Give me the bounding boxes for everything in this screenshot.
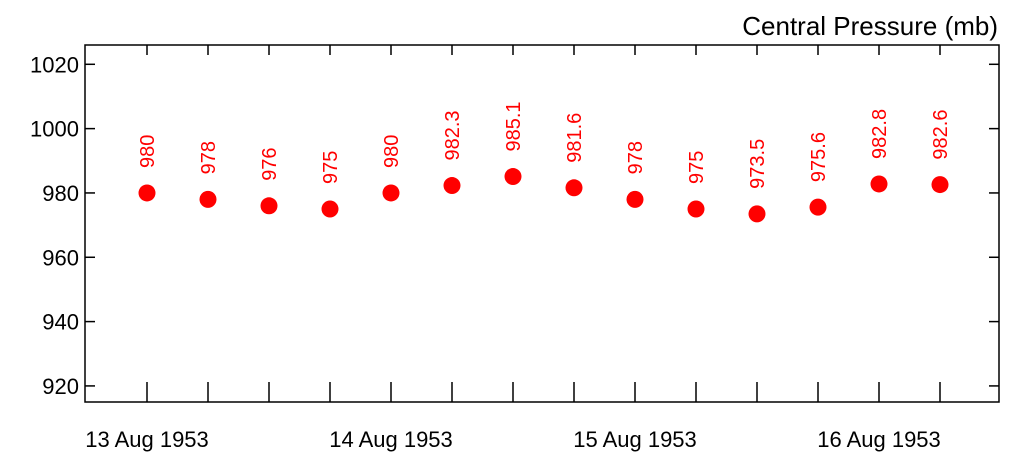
data-point	[199, 190, 217, 208]
y-tick-label: 960	[42, 245, 79, 270]
y-tick-label: 1000	[30, 117, 79, 142]
y-tick-label: 940	[42, 310, 79, 335]
data-label: 975	[320, 151, 342, 184]
data-point	[931, 176, 949, 194]
data-label: 978	[198, 141, 220, 174]
data-point	[626, 190, 644, 208]
x-tick-label: 14 Aug 1953	[329, 427, 453, 452]
data-label: 981.6	[564, 113, 586, 163]
data-label: 980	[137, 135, 159, 168]
data-label: 982.3	[442, 110, 464, 160]
plot-frame	[84, 44, 1000, 403]
data-points	[138, 168, 949, 223]
data-label: 976	[259, 147, 281, 180]
data-point	[138, 184, 156, 202]
data-point	[809, 198, 827, 216]
data-label: 982.6	[930, 110, 952, 160]
data-label: 978	[625, 141, 647, 174]
data-point	[687, 200, 705, 218]
x-tick-label: 13 Aug 1953	[85, 427, 209, 452]
data-point	[504, 168, 522, 186]
data-point	[260, 197, 278, 215]
y-axis: 920 940 960 980 1000 1020	[30, 52, 999, 399]
data-label: 982.8	[869, 109, 891, 159]
data-point	[321, 200, 339, 218]
data-label: 985.1	[503, 101, 525, 151]
data-point	[382, 184, 400, 202]
y-tick-label: 980	[42, 181, 79, 206]
data-label: 975	[686, 151, 708, 184]
x-tick-label: 16 Aug 1953	[817, 427, 941, 452]
data-label: 980	[381, 135, 403, 168]
data-point	[748, 205, 766, 223]
y-tick-label: 1020	[30, 52, 79, 77]
data-point	[443, 177, 461, 195]
x-axis: 13 Aug 1953 14 Aug 1953 15 Aug 1953 16 Aug …	[85, 45, 941, 452]
data-label: 973.5	[747, 139, 769, 189]
data-label: 975.6	[808, 132, 830, 182]
chart-title: Central Pressure (mb)	[742, 11, 998, 41]
data-point	[870, 175, 888, 193]
y-tick-label: 920	[42, 374, 79, 399]
x-tick-label: 15 Aug 1953	[573, 427, 697, 452]
data-labels: 980 978 976 975 980 982.3 985.1 981.6 978 975 973.…	[137, 101, 952, 188]
data-point	[565, 179, 583, 197]
